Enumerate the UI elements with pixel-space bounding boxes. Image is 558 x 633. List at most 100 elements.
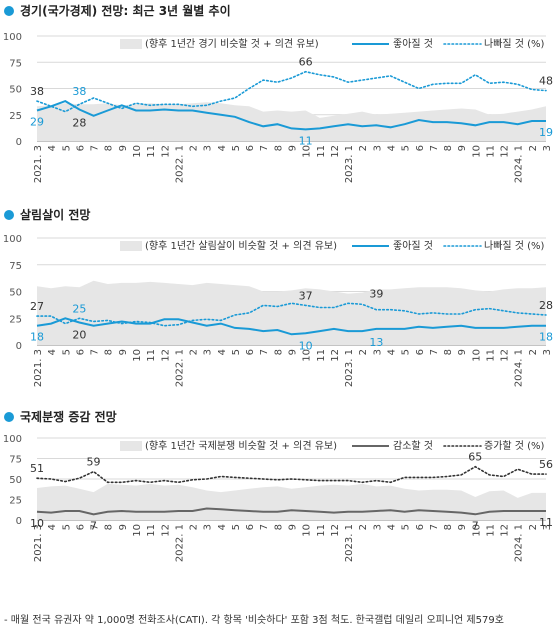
- chart-title: 살림살이 전망: [4, 206, 90, 223]
- data-label: 7: [472, 519, 479, 532]
- solid-series-line: [36, 317, 546, 336]
- x-tick-label: 9: [118, 524, 129, 530]
- x-tick-label: 4: [47, 349, 58, 355]
- x-tick-label: 7: [429, 524, 440, 530]
- x-tick-label: 2: [189, 145, 200, 151]
- x-tick-label: 2022. 1: [174, 349, 185, 387]
- legend: (향후 1년간 국제분쟁 비슷할 것 + 의견 유보) 감소할 것 증가할 것 (%…: [120, 440, 545, 452]
- y-tick-label: 25: [9, 111, 22, 122]
- data-label: 13: [369, 336, 383, 349]
- legend-solid-label: 감소할 것: [393, 440, 433, 452]
- data-label: 28: [539, 299, 553, 312]
- x-tick-label: 12: [500, 349, 511, 362]
- y-tick-label: 50: [9, 85, 22, 96]
- x-tick-label: 4: [47, 145, 58, 151]
- legend-area-label: (향후 1년간 국제분쟁 비슷할 것 + 의견 유보): [145, 440, 337, 452]
- x-tick-label: 10: [132, 145, 143, 158]
- solid-series-line: [36, 507, 546, 516]
- x-tick-label: 10: [132, 524, 143, 537]
- data-label: 27: [30, 300, 44, 313]
- x-tick-label: 11: [146, 145, 157, 158]
- data-label: 25: [72, 302, 86, 315]
- data-label: 28: [72, 117, 86, 130]
- x-tick-label: 10: [302, 524, 313, 537]
- x-tick-label: 12: [160, 349, 171, 362]
- data-label: 10: [299, 339, 313, 352]
- x-tick-label: 5: [401, 349, 412, 355]
- x-tick-label: 10: [302, 145, 313, 158]
- y-tick-label: 75: [9, 58, 22, 69]
- x-tick-label: 10: [302, 349, 313, 362]
- x-tick-label: 11: [146, 524, 157, 537]
- data-label: 66: [299, 56, 313, 69]
- data-label: 19: [539, 126, 553, 139]
- area-series: [37, 280, 546, 345]
- x-tick-label: 3: [372, 349, 383, 355]
- data-label: 29: [30, 116, 44, 129]
- legend-dotted-label: 나빠질 것 (%): [484, 240, 545, 252]
- y-tick-label: 50: [9, 475, 22, 486]
- chart-panel-household: 살림살이 전망 0 25 50 75 100 2021. 3 4 5 6 7 8 9 10 11 12 202…: [0, 200, 558, 400]
- x-tick-label: 2024. 1: [514, 349, 525, 387]
- x-tick-label: 7: [259, 145, 270, 151]
- x-tick-label: 8: [273, 349, 284, 355]
- x-tick-label: 6: [245, 349, 256, 355]
- data-label: 56: [539, 458, 553, 471]
- x-tick-label: 5: [61, 524, 72, 530]
- x-tick-label: 3: [542, 524, 553, 530]
- y-tick-label: 25: [9, 496, 22, 507]
- title-bullet-icon: [4, 411, 14, 422]
- x-tick-label: 10: [132, 349, 143, 362]
- x-tick-label: 9: [118, 349, 129, 355]
- x-tick-label: 2021. 3: [33, 349, 44, 387]
- x-tick-label: 9: [288, 349, 299, 355]
- area-series: [37, 102, 546, 141]
- legend: (향후 1년간 경기 비슷할 것 + 의견 유보) 좋아질 것 나빠질 것 (%): [120, 37, 545, 50]
- x-tick-label: 8: [104, 145, 115, 151]
- x-tick-label: 2022. 1: [174, 145, 185, 183]
- x-tick-label: 6: [75, 524, 86, 530]
- x-tick-label: 7: [429, 145, 440, 151]
- data-label: 48: [539, 75, 553, 88]
- x-tick-label: 5: [231, 349, 242, 355]
- legend-dotted-label: 나빠질 것 (%): [484, 38, 545, 50]
- x-tick-label: 4: [217, 145, 228, 151]
- y-tick-label: 100: [3, 234, 22, 245]
- x-tick-label: 6: [75, 145, 86, 151]
- x-tick-label: 3: [203, 145, 214, 151]
- data-label: 38: [72, 85, 86, 98]
- x-tick-label: 8: [104, 524, 115, 530]
- x-tick-label: 2: [189, 349, 200, 355]
- footnote: - 매월 전국 유권자 약 1,000명 전화조사(CATI). 각 항목 '비…: [4, 615, 504, 626]
- x-tick-label: 5: [401, 524, 412, 530]
- x-tick-label: 12: [330, 349, 341, 362]
- x-tick-label: 9: [457, 145, 468, 151]
- x-tick-label: 2021. 3: [33, 145, 44, 183]
- x-tick-label: 8: [273, 145, 284, 151]
- chart-title: 국제분쟁 증감 전망: [4, 408, 117, 425]
- x-tick-label: 5: [231, 524, 242, 530]
- x-tick-label: 7: [90, 349, 101, 355]
- x-tick-label: 2023. 1: [344, 145, 355, 183]
- x-tick-label: 6: [245, 524, 256, 530]
- x-tick-label: 2021. 3: [33, 524, 44, 562]
- title-bullet-icon: [4, 209, 14, 220]
- title-bullet-icon: [4, 5, 14, 16]
- data-label: 18: [539, 331, 553, 344]
- x-tick-label: 10: [471, 349, 482, 362]
- x-tick-label: 3: [203, 524, 214, 530]
- solid-series-line: [36, 99, 546, 131]
- x-tick-label: 9: [457, 524, 468, 530]
- y-tick-label: 50: [9, 288, 22, 299]
- x-tick-label: 2023. 1: [344, 524, 355, 562]
- x-tick-label: 2: [358, 524, 369, 530]
- x-tick-label: 5: [61, 145, 72, 151]
- x-tick-label: 4: [47, 524, 58, 530]
- data-label: 59: [87, 456, 101, 469]
- data-label: 65: [468, 451, 482, 464]
- x-tick-label: 2: [528, 524, 539, 530]
- legend-area-swatch: [120, 441, 142, 451]
- y-tick-label: 25: [9, 314, 22, 325]
